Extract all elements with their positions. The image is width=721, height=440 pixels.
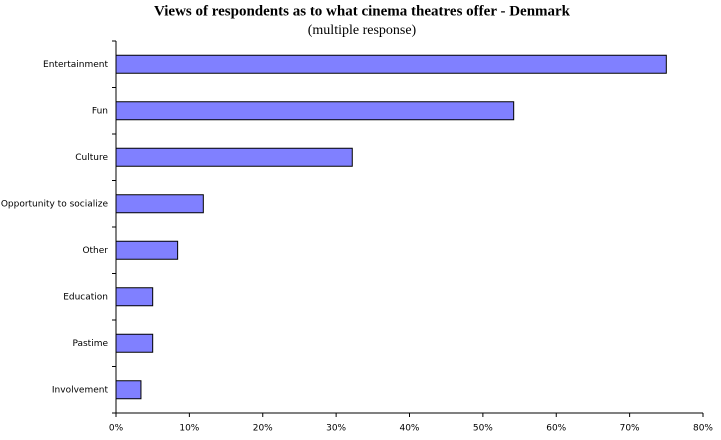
y-tick-label: Culture <box>75 153 108 163</box>
x-tick-label: 0% <box>109 424 124 434</box>
x-tick-label: 30% <box>326 424 346 434</box>
bar <box>115 54 667 74</box>
bar <box>115 194 204 214</box>
y-tick-label: Fun <box>92 106 108 116</box>
y-tick-label: Education <box>63 292 108 302</box>
x-tick-label: 60% <box>546 424 566 434</box>
y-tick-label: Pastime <box>72 339 108 349</box>
x-tick-label: 80% <box>693 424 713 434</box>
chart-subtitle: (multiple response) <box>308 23 417 38</box>
bar <box>115 380 142 400</box>
x-tick-label: 50% <box>473 424 493 434</box>
y-tick-label: Opportunity to socialize <box>1 199 109 209</box>
bar <box>115 101 515 121</box>
x-tick-label: 20% <box>253 424 273 434</box>
bar <box>115 333 154 353</box>
bar <box>115 147 353 167</box>
chart-title: Views of respondents as to what cinema t… <box>154 3 571 19</box>
y-tick-label: Involvement <box>52 385 109 395</box>
x-tick-label: 40% <box>399 424 419 434</box>
y-tick-label: Entertainment <box>43 60 108 70</box>
bar <box>115 287 154 307</box>
x-tick-label: 70% <box>620 424 640 434</box>
bar <box>115 240 179 260</box>
y-tick-label: Other <box>82 246 108 256</box>
x-tick-label: 10% <box>179 424 199 434</box>
